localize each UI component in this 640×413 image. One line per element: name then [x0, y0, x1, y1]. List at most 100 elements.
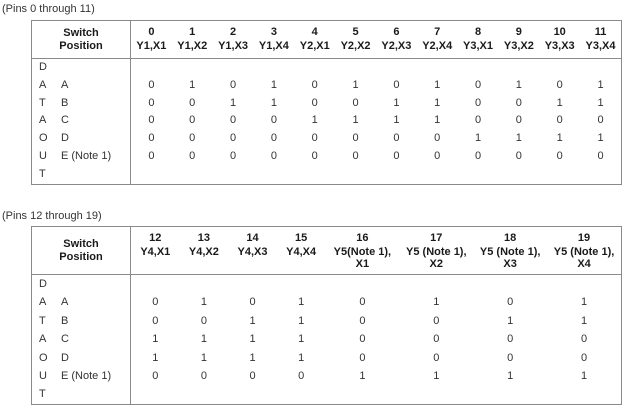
logic-value-cell: 0 [148, 149, 155, 162]
pin-number: 5 [352, 26, 359, 38]
pin-yx-label: Y4,X4 [286, 246, 317, 258]
logic-value-cell: 0 [148, 96, 155, 109]
logic-value-cell [172, 166, 213, 184]
table-row: D [32, 275, 621, 294]
logic-value-cell: 0 [311, 132, 318, 145]
pin-column-header: 3 Y1,X4 [253, 21, 294, 58]
pin-number: 16 [356, 232, 369, 244]
row-stub: U E (Note 1) [32, 366, 131, 386]
logic-value-cell: 1 [597, 132, 604, 145]
logic-value-cell: 0 [359, 314, 366, 327]
row-cells [131, 166, 621, 184]
dataout-letter: U [39, 369, 47, 382]
logic-value-cell: 0 [270, 114, 277, 127]
logic-value-cell [539, 166, 580, 184]
dataout-letter: T [39, 167, 46, 180]
row-label: D [61, 132, 69, 145]
row-cells: 0 0 0 0 1 1 1 1 [131, 367, 621, 385]
logic-value-cell: 0 [352, 149, 359, 162]
pin-column-header: 5 Y2,X2 [335, 21, 376, 58]
table-caption-pins-0-11: (Pins 0 through 11) [2, 3, 95, 15]
pin-yx-label: Y1,X4 [258, 40, 289, 52]
pin-number: 12 [149, 232, 162, 244]
pin-yx-label: Y5 (Note 1), X3 [479, 246, 541, 270]
logic-value-cell [131, 385, 180, 403]
logic-value-cell: 0 [433, 314, 440, 327]
pin-column-headers: 0 Y1,X1 1 Y1,X2 2 Y1,X3 3 Y1,X4 4 Y2,X1 5 Y2,X2 6 Y2,… [131, 21, 621, 58]
logic-value-cell: 0 [230, 132, 237, 145]
logic-value-cell [547, 275, 621, 293]
logic-value-cell: 0 [597, 149, 604, 162]
logic-value-cell [417, 166, 458, 184]
logic-value-cell: 0 [311, 78, 318, 91]
row-label: E (Note 1) [61, 149, 112, 162]
logic-value-cell: 0 [352, 96, 359, 109]
logic-value-cell: 0 [556, 78, 563, 91]
pin-yx-label: Y4,X2 [188, 246, 219, 258]
pin-column-header: 17 Y5 (Note 1), X2 [399, 227, 473, 274]
logic-value-cell: 1 [393, 96, 400, 109]
logic-value-cell: 1 [152, 333, 159, 346]
logic-value-cell [294, 59, 335, 77]
pin-yx-label: Y3,X2 [503, 40, 534, 52]
logic-value-cell: 1 [311, 114, 318, 127]
logic-value-cell [213, 166, 254, 184]
logic-value-cell: 0 [249, 369, 256, 382]
pin-column-header: 10 Y3,X3 [539, 21, 580, 58]
row-stub: T [32, 165, 131, 184]
logic-value-cell [376, 59, 417, 77]
logic-value-cell: 1 [200, 351, 207, 364]
pin-number: 18 [504, 232, 517, 244]
logic-value-cell [131, 59, 172, 77]
dataout-letter: A [39, 78, 47, 91]
pin-number: 0 [148, 26, 155, 38]
logic-value-cell: 0 [474, 149, 482, 162]
logic-value-cell: 0 [230, 114, 237, 127]
table-header-row: Switch Position 12 Y4,X1 13 Y4,X2 14 Y4,X3 15 Y… [32, 227, 621, 275]
truth-table-pins-0-11: Switch Position 0 Y1,X1 1 Y1,X2 2 Y1,X3 3 Y1,X4… [31, 20, 622, 185]
logic-value-cell: 0 [270, 132, 277, 145]
logic-value-cell: 0 [434, 132, 441, 145]
logic-value-cell [172, 59, 213, 77]
dataout-letter: U [39, 149, 47, 162]
logic-value-cell [180, 275, 229, 293]
row-label: D [61, 351, 69, 364]
logic-value-cell: 0 [556, 114, 563, 127]
pin-number: 8 [474, 26, 482, 38]
logic-value-cell: 0 [393, 78, 400, 91]
row-cells: 0 0 1 1 0 0 1 1 [131, 312, 621, 330]
pin-column-header: 2 Y1,X3 [213, 21, 254, 58]
logic-value-cell [325, 275, 399, 293]
pin-column-header: 1 Y1,X2 [172, 21, 213, 58]
pin-yx-label: Y4,X3 [237, 246, 268, 258]
logic-value-cell: 1 [434, 114, 441, 127]
logic-value-cell [458, 59, 499, 77]
dataout-letter: T [39, 388, 46, 401]
logic-value-cell [458, 166, 499, 184]
logic-value-cell: 0 [597, 114, 604, 127]
logic-value-cell: 0 [148, 78, 155, 91]
logic-value-cell: 1 [556, 96, 563, 109]
logic-value-cell: 1 [580, 296, 588, 309]
logic-value-cell: 0 [189, 149, 196, 162]
logic-value-cell: 0 [393, 132, 400, 145]
logic-value-cell: 0 [298, 369, 305, 382]
pin-number: 6 [393, 26, 400, 38]
row-label: B [61, 314, 69, 327]
logic-value-cell [294, 166, 335, 184]
pin-number: 7 [434, 26, 441, 38]
pin-number: 3 [270, 26, 277, 38]
logic-value-cell: 1 [298, 314, 305, 327]
row-cells [131, 275, 621, 293]
pin-column-header: 16 Y5(Note 1), X1 [325, 227, 399, 274]
row-label: A [61, 296, 69, 309]
row-stub: U E (Note 1) [32, 147, 131, 166]
logic-value-cell: 0 [580, 333, 588, 346]
logic-value-cell [213, 59, 254, 77]
pin-column-header: 0 Y1,X1 [131, 21, 172, 58]
logic-value-cell: 1 [433, 296, 440, 309]
dataout-letter: O [39, 351, 48, 364]
pin-column-header: 15 Y4,X4 [277, 227, 326, 274]
